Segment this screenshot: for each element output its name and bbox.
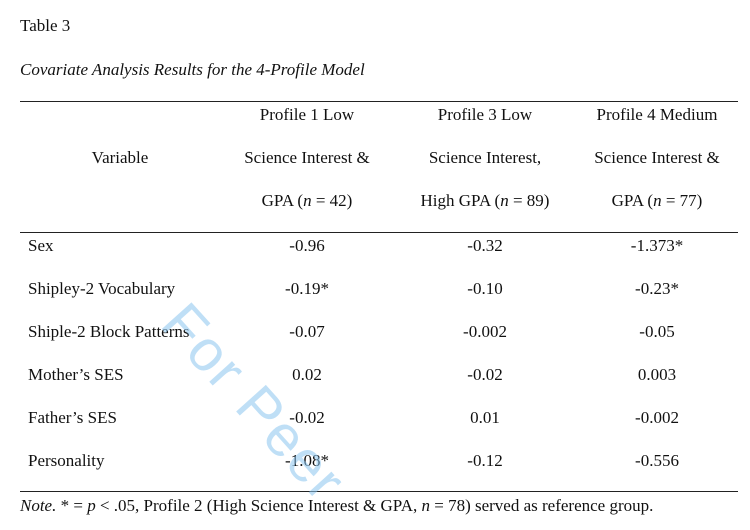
header-profile-1-line-2: Science Interest & xyxy=(244,148,370,167)
header-profile-4-line-2: Science Interest & xyxy=(594,148,720,167)
row-label: Shipley-2 Vocabulary xyxy=(28,279,176,298)
row-label: Father’s SES xyxy=(28,408,117,427)
row-label: Shiple-2 Block Patterns xyxy=(28,322,190,341)
cell-profile-4: -0.002 xyxy=(635,408,679,427)
cell-profile-1: -0.96 xyxy=(289,236,325,255)
cell-profile-1: -0.02 xyxy=(289,408,325,427)
cell-profile-3: -0.10 xyxy=(467,279,503,298)
cell-profile-3: -0.02 xyxy=(467,365,503,384)
bottom-rule xyxy=(20,491,738,492)
cell-profile-3: -0.32 xyxy=(467,236,503,255)
header-profile-4-line-1: Profile 4 Medium xyxy=(596,105,718,124)
header-profile-1-line-3: GPA (n = 42) xyxy=(261,191,353,210)
header-variable: Variable xyxy=(91,148,149,167)
cell-profile-1: 0.02 xyxy=(292,365,322,384)
top-rule xyxy=(20,101,738,102)
header-profile-1-line-1: Profile 1 Low xyxy=(259,105,355,124)
header-profile-4-line-3: GPA (n = 77) xyxy=(611,191,703,210)
table-note: Note. * = p < .05, Profile 2 (High Scien… xyxy=(20,496,654,515)
cell-profile-4: -0.556 xyxy=(635,451,679,470)
cell-profile-4: -1.373* xyxy=(630,236,684,255)
table-label: Table 3 xyxy=(20,16,71,35)
header-profile-3-line-2: Science Interest, xyxy=(428,148,542,167)
row-label: Sex xyxy=(28,236,54,255)
cell-profile-1: -1.08* xyxy=(285,451,329,470)
row-label: Mother’s SES xyxy=(28,365,124,384)
cell-profile-4: -0.05 xyxy=(639,322,675,341)
cell-profile-1: -0.19* xyxy=(285,279,329,298)
cell-profile-4: 0.003 xyxy=(637,365,677,384)
cell-profile-3: -0.002 xyxy=(463,322,507,341)
cell-profile-1: -0.07 xyxy=(289,322,325,341)
header-profile-3-line-1: Profile 3 Low xyxy=(437,105,533,124)
header-rule xyxy=(20,232,738,233)
cell-profile-3: -0.12 xyxy=(467,451,503,470)
header-profile-3-line-3: High GPA (n = 89) xyxy=(420,191,550,210)
table-title: Covariate Analysis Results for the 4-Pro… xyxy=(20,60,365,79)
cell-profile-3: 0.01 xyxy=(470,408,500,427)
cell-profile-4: -0.23* xyxy=(635,279,679,298)
row-label: Personality xyxy=(28,451,105,470)
